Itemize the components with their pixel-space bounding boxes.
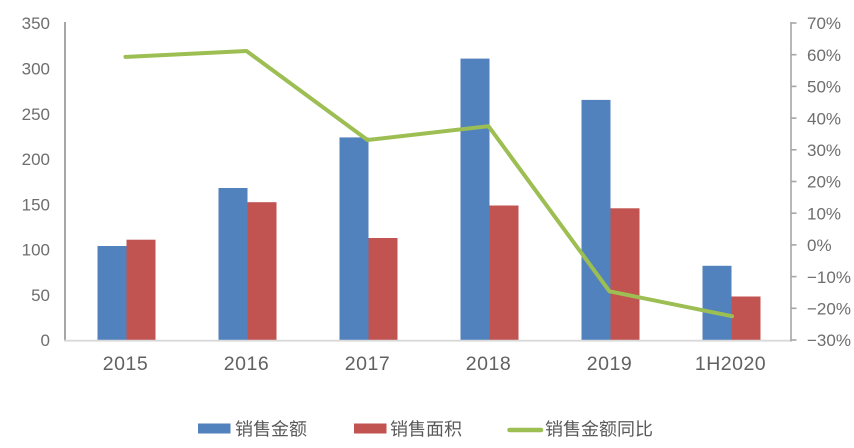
svg-text:60%: 60% [807,46,841,65]
svg-text:−20%: −20% [807,300,851,319]
svg-text:250: 250 [22,105,50,124]
svg-text:100: 100 [22,241,50,260]
svg-text:2018: 2018 [466,353,511,375]
svg-text:50%: 50% [807,78,841,97]
svg-text:300: 300 [22,60,50,79]
svg-text:0%: 0% [807,236,832,255]
svg-text:20%: 20% [807,173,841,192]
svg-text:350: 350 [22,14,50,33]
svg-text:−10%: −10% [807,268,851,287]
svg-text:200: 200 [22,150,50,169]
svg-text:−30%: −30% [807,331,851,350]
svg-text:30%: 30% [807,141,841,160]
svg-text:1H2020: 1H2020 [695,353,766,375]
svg-text:40%: 40% [807,109,841,128]
svg-text:2016: 2016 [224,353,269,375]
svg-text:50: 50 [31,286,50,305]
svg-text:10%: 10% [807,204,841,223]
svg-text:2019: 2019 [587,353,632,375]
svg-text:150: 150 [22,195,50,214]
svg-text:70%: 70% [807,14,841,33]
svg-text:2015: 2015 [103,353,148,375]
svg-text:2017: 2017 [345,353,390,375]
svg-text:0: 0 [41,331,50,350]
